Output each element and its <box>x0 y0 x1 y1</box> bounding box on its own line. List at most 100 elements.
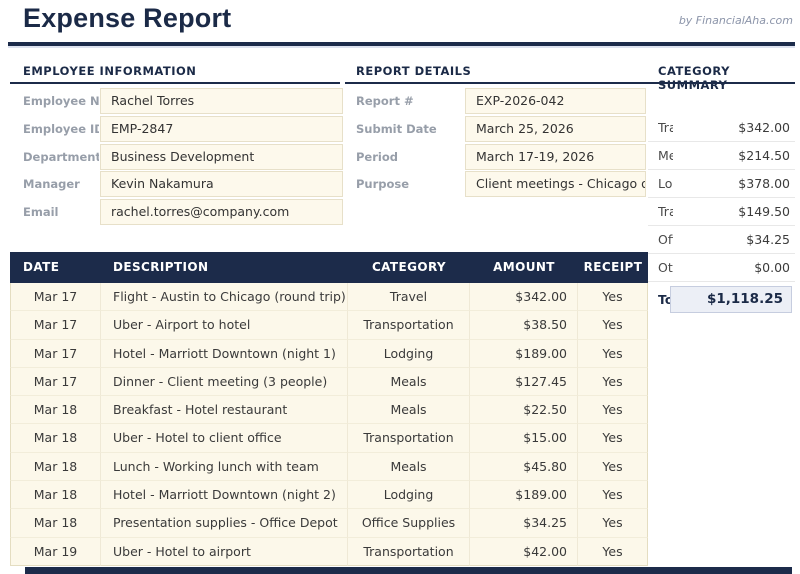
summary-row-1: Meals $214.50 <box>648 142 795 170</box>
cell-2-0[interactable]: Mar 17 <box>10 339 101 368</box>
cell-8-4[interactable]: Yes <box>578 509 648 538</box>
column-header-receipt: RECEIPT <box>583 260 643 274</box>
table-row: Mar 18 Hotel - Marriott Downtown (night 2… <box>10 481 648 510</box>
employee-field-label-2: Department <box>23 149 99 164</box>
cell-9-2[interactable]: Transportation <box>348 537 470 566</box>
footer-bar <box>25 567 792 574</box>
title-divider-shadow <box>8 46 795 48</box>
report-field-value-0[interactable]: EXP-2026-042 <box>465 88 646 114</box>
cell-1-2[interactable]: Transportation <box>348 311 470 340</box>
table-row: Mar 17 Flight - Austin to Chicago (round … <box>10 283 648 312</box>
cell-6-1[interactable]: Lunch - Working lunch with team <box>101 452 348 482</box>
cell-6-3[interactable]: $45.80 <box>470 452 578 482</box>
cell-0-1[interactable]: Flight - Austin to Chicago (round trip) <box>101 283 348 312</box>
column-header-description: DESCRIPTION <box>113 260 209 274</box>
cell-6-4[interactable]: Yes <box>578 452 648 482</box>
cell-9-1[interactable]: Uber - Hotel to airport <box>101 537 348 566</box>
report-details-rule <box>345 82 655 84</box>
cell-3-3[interactable]: $127.45 <box>470 367 578 397</box>
summary-category-amount-5: $0.00 <box>754 260 790 275</box>
table-row: Mar 17 Dinner - Client meeting (3 people)… <box>10 367 648 397</box>
cell-3-4[interactable]: Yes <box>578 367 648 397</box>
cell-1-0[interactable]: Mar 17 <box>10 311 101 340</box>
cell-5-1[interactable]: Uber - Hotel to client office <box>101 424 348 453</box>
cell-4-0[interactable]: Mar 18 <box>10 396 101 425</box>
cell-8-0[interactable]: Mar 18 <box>10 509 101 538</box>
summary-category-label-2: Lodging <box>658 176 673 191</box>
summary-category-label-4: Office Supplies <box>658 232 673 247</box>
employee-field-value-0[interactable]: Rachel Torres <box>100 88 343 114</box>
cell-8-2[interactable]: Office Supplies <box>348 509 470 538</box>
byline: by FinancialAha.com <box>678 14 793 27</box>
summary-row-3: Transportation $149.50 <box>648 198 795 226</box>
cell-2-3[interactable]: $189.00 <box>470 339 578 368</box>
cell-8-3[interactable]: $34.25 <box>470 509 578 538</box>
cell-1-3[interactable]: $38.50 <box>470 311 578 340</box>
table-row: Mar 18 Breakfast - Hotel restaurant Meals $… <box>10 396 648 425</box>
cell-3-0[interactable]: Mar 17 <box>10 367 101 397</box>
table-row: Mar 18 Presentation supplies - Office Dep… <box>10 509 648 538</box>
table-row: Mar 18 Lunch - Working lunch with team Mea… <box>10 452 648 482</box>
cell-6-0[interactable]: Mar 18 <box>10 452 101 482</box>
cell-5-2[interactable]: Transportation <box>348 424 470 453</box>
expense-table: DATE DESCRIPTION CATEGORY AMOUNT RECEIPT Mar… <box>10 252 648 566</box>
employee-field-label-0: Employee Name <box>23 94 99 108</box>
report-field-value-3[interactable]: Client meetings - Chicago office <box>465 171 646 198</box>
cell-2-1[interactable]: Hotel - Marriott Downtown (night 1) <box>101 339 348 368</box>
summary-row-0: Travel $342.00 <box>648 114 795 142</box>
cell-4-1[interactable]: Breakfast - Hotel restaurant <box>101 396 348 425</box>
report-field-label-0: Report # <box>356 94 414 108</box>
cell-9-3[interactable]: $42.00 <box>470 537 578 566</box>
summary-row-4: Office Supplies $34.25 <box>648 226 795 254</box>
cell-0-3[interactable]: $342.00 <box>470 283 578 312</box>
cell-1-4[interactable]: Yes <box>578 311 648 340</box>
employee-field-value-1[interactable]: EMP-2847 <box>100 115 343 142</box>
cell-6-2[interactable]: Meals <box>348 452 470 482</box>
report-field-label-2: Period <box>356 149 398 164</box>
cell-5-3[interactable]: $15.00 <box>470 424 578 453</box>
cell-0-2[interactable]: Travel <box>348 283 470 312</box>
cell-4-3[interactable]: $22.50 <box>470 396 578 425</box>
cell-4-4[interactable]: Yes <box>578 396 648 425</box>
cell-8-1[interactable]: Presentation supplies - Office Depot <box>101 509 348 538</box>
category-summary-rule <box>648 82 795 84</box>
cell-3-2[interactable]: Meals <box>348 367 470 397</box>
employee-field-label-1: Employee ID <box>23 121 99 136</box>
column-header-amount: AMOUNT <box>493 260 555 274</box>
summary-category-amount-4: $34.25 <box>746 232 790 247</box>
summary-category-label-1: Meals <box>658 148 673 163</box>
report-field-value-1[interactable]: March 25, 2026 <box>465 115 646 142</box>
report-field-value-2[interactable]: March 17-19, 2026 <box>465 143 646 170</box>
report-details-heading: REPORT DETAILS <box>356 64 472 78</box>
employee-field-value-3[interactable]: Kevin Nakamura <box>100 171 343 198</box>
total-amount: $1,118.25 <box>670 286 792 313</box>
cell-7-0[interactable]: Mar 18 <box>10 481 101 510</box>
cell-2-4[interactable]: Yes <box>578 339 648 368</box>
category-summary-heading: CATEGORY SUMMARY <box>658 64 730 92</box>
cell-9-0[interactable]: Mar 19 <box>10 537 101 566</box>
employee-field-label-4: Email <box>23 205 59 220</box>
cell-7-4[interactable]: Yes <box>578 481 648 510</box>
cell-5-4[interactable]: Yes <box>578 424 648 453</box>
cell-2-2[interactable]: Lodging <box>348 339 470 368</box>
cell-4-2[interactable]: Meals <box>348 396 470 425</box>
summary-category-label-3: Transportation <box>658 204 673 219</box>
report-field-label-3: Purpose <box>356 177 410 192</box>
employee-info-heading: EMPLOYEE INFORMATION <box>23 64 197 78</box>
employee-field-value-2[interactable]: Business Development <box>100 143 343 170</box>
cell-3-1[interactable]: Dinner - Client meeting (3 people) <box>101 367 348 397</box>
employee-field-value-4[interactable]: rachel.torres@company.com <box>100 199 343 226</box>
cell-1-1[interactable]: Uber - Airport to hotel <box>101 311 348 340</box>
cell-0-0[interactable]: Mar 17 <box>10 283 101 312</box>
cell-5-0[interactable]: Mar 18 <box>10 424 101 453</box>
cell-7-2[interactable]: Lodging <box>348 481 470 510</box>
summary-category-label-5: Other <box>658 260 673 275</box>
cell-9-4[interactable]: Yes <box>578 537 648 566</box>
table-row: Mar 19 Uber - Hotel to airport Transportat… <box>10 537 648 566</box>
cell-0-4[interactable]: Yes <box>578 283 648 312</box>
cell-7-3[interactable]: $189.00 <box>470 481 578 510</box>
expense-table-body: Mar 17 Flight - Austin to Chicago (round … <box>10 283 648 566</box>
cell-7-1[interactable]: Hotel - Marriott Downtown (night 2) <box>101 481 348 510</box>
summary-category-amount-3: $149.50 <box>738 204 790 219</box>
